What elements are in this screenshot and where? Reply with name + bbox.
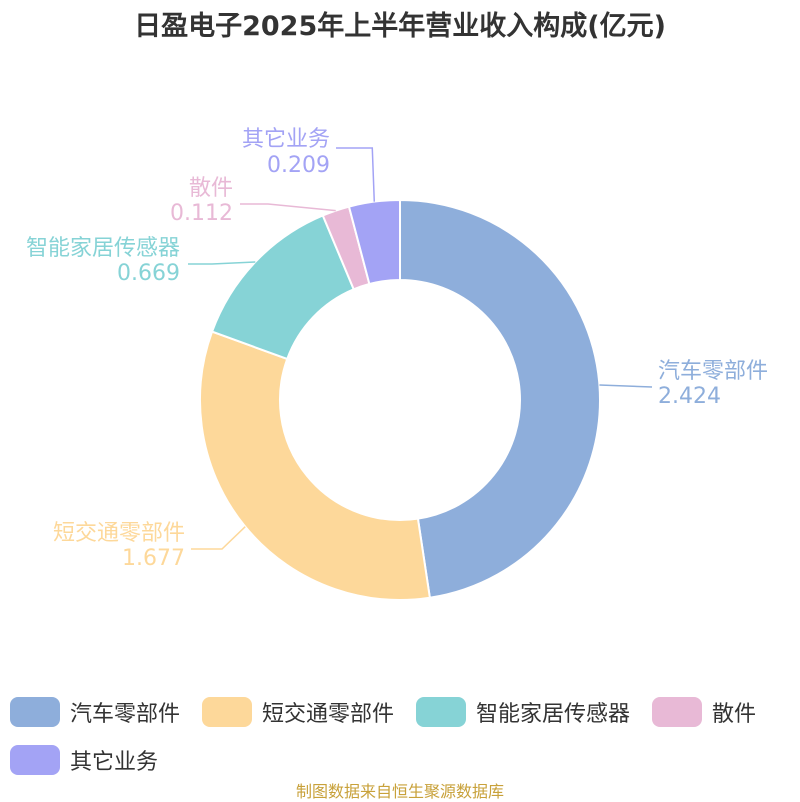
slice-value-auto-parts: 2.424 xyxy=(658,384,721,409)
slice-label-other-business: 其它业务 xyxy=(242,127,330,152)
slice-value-short-transport-parts: 1.677 xyxy=(122,546,185,571)
chart-title: 日盈电子2025年上半年营业收入构成(亿元) xyxy=(134,11,666,42)
slice-value-smart-home-sensors: 0.669 xyxy=(117,261,180,286)
slice-value-other-business: 0.209 xyxy=(267,153,330,178)
legend-item-short-transport-parts[interactable]: 短交通零部件 xyxy=(202,696,394,728)
legend-item-auto-parts[interactable]: 汽车零部件 xyxy=(10,696,180,728)
legend-swatch xyxy=(652,697,703,727)
leader-line-smart-home-sensors xyxy=(188,261,256,265)
legend-swatch xyxy=(10,697,60,727)
source-note: 制图数据来自恒生聚源数据库 xyxy=(295,782,504,801)
legend-label: 散件 xyxy=(712,702,757,727)
legend-swatch xyxy=(416,697,467,727)
legend-item-other-business[interactable]: 其它业务 xyxy=(10,744,158,776)
legend-row-2: 其它业务 xyxy=(10,736,800,784)
slice-value-loose-parts: 0.112 xyxy=(170,201,233,226)
legend-label: 汽车零部件 xyxy=(70,702,181,727)
legend-item-loose-parts[interactable]: 散件 xyxy=(652,696,756,728)
slice-label-short-transport-parts: 短交通零部件 xyxy=(53,521,185,546)
slice-auto-parts[interactable] xyxy=(399,198,601,599)
legend-row-1: 汽车零部件 短交通零部件 智能家居传感器 散件 xyxy=(10,688,800,736)
legend-item-smart-home-sensors[interactable]: 智能家居传感器 xyxy=(416,696,630,728)
slice-other-business[interactable] xyxy=(347,198,401,286)
slice-label-loose-parts: 散件 xyxy=(189,176,233,201)
slice-label-auto-parts: 汽车零部件 xyxy=(658,359,768,384)
leader-line-loose-parts xyxy=(240,203,336,212)
slice-label-smart-home-sensors: 智能家居传感器 xyxy=(26,236,180,261)
leader-line-short-transport-parts xyxy=(191,526,246,550)
legend-swatch xyxy=(10,745,60,775)
slice-short-transport-parts[interactable] xyxy=(199,330,432,601)
leader-line-other-business xyxy=(336,147,376,202)
leader-line-auto-parts xyxy=(599,384,653,388)
legend-swatch xyxy=(202,697,253,727)
legend: 汽车零部件 短交通零部件 智能家居传感器 散件 其它业务 xyxy=(10,688,800,784)
legend-label: 其它业务 xyxy=(70,750,159,775)
legend-label: 智能家居传感器 xyxy=(476,702,631,727)
legend-label: 短交通零部件 xyxy=(262,702,395,727)
